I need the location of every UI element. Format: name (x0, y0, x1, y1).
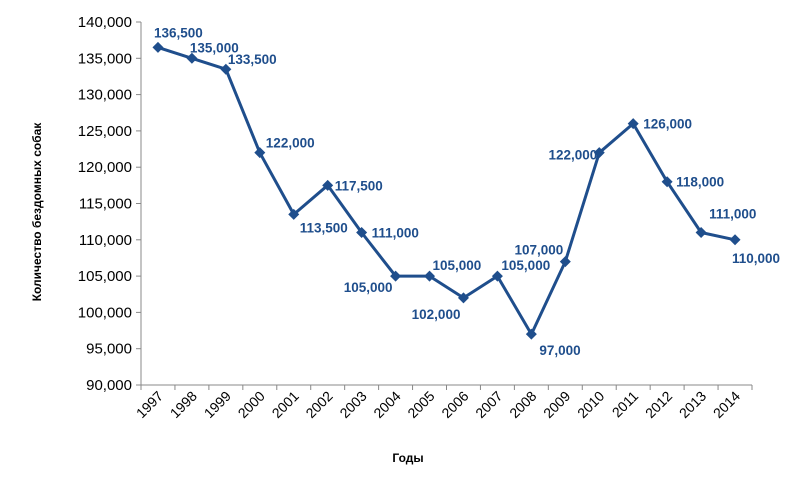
x-tick-label: 2013 (676, 388, 709, 421)
y-tick-label: 135,000 (78, 50, 132, 67)
data-label: 122,000 (548, 148, 597, 163)
data-point-marker (491, 270, 503, 282)
data-point-marker (593, 147, 605, 159)
x-tick-label: 2006 (438, 388, 471, 421)
y-tick-label: 140,000 (78, 14, 132, 31)
data-label: 105,000 (433, 258, 482, 273)
x-tick-label: 2009 (540, 388, 573, 421)
data-label: 97,000 (539, 343, 580, 358)
x-tick-label: 1999 (201, 388, 234, 421)
data-label: 105,000 (344, 280, 393, 295)
data-point-marker (186, 52, 198, 64)
x-tick-label: 2010 (574, 388, 607, 421)
data-point-marker (661, 176, 673, 188)
series-path (157, 45, 736, 336)
x-tick-label: 1997 (133, 388, 166, 421)
data-label: 133,500 (228, 52, 277, 67)
x-tick-label: 2014 (710, 388, 743, 421)
data-point-marker (559, 256, 571, 268)
data-point-marker (220, 63, 232, 75)
data-label: 117,500 (335, 178, 383, 193)
data-label: 135,000 (190, 40, 239, 55)
x-axis-ticks: 1997 1998 1999 2000 2001 2002 2003 2004 2005 2006… (133, 385, 753, 421)
data-point-marker (254, 147, 266, 159)
x-tick-label: 1998 (167, 388, 200, 421)
data-point-marker (322, 179, 334, 191)
x-tick-label: 2008 (506, 388, 539, 421)
y-tick-label: 130,000 (78, 87, 132, 104)
y-axis-label: Количество бездомных собак (30, 122, 44, 302)
y-tick-label: 90,000 (86, 377, 132, 394)
data-label: 105,000 (501, 258, 550, 273)
x-tick-label: 2005 (404, 388, 437, 421)
data-point-marker (525, 328, 537, 340)
series-line (152, 41, 741, 340)
y-axis-ticks: 90,000 95,000 100,000 105,000 110,000 115,000… (78, 14, 141, 394)
data-point-marker (627, 118, 639, 130)
x-tick-label: 2007 (472, 388, 505, 421)
data-point-marker (288, 208, 300, 220)
x-tick-label: 2001 (269, 388, 302, 421)
y-tick-label: 100,000 (78, 304, 132, 321)
y-tick-label: 95,000 (86, 341, 132, 358)
data-label: 118,000 (676, 175, 724, 190)
data-label: 111,000 (709, 207, 756, 222)
data-point-marker (424, 270, 436, 282)
y-tick-label: 125,000 (78, 123, 132, 140)
data-point-marker (356, 227, 368, 239)
data-label: 102,000 (412, 307, 461, 322)
x-tick-label: 2000 (235, 388, 268, 421)
x-tick-label: 2002 (302, 388, 335, 421)
data-label: 122,000 (266, 136, 315, 151)
data-point-marker (695, 227, 707, 239)
x-tick-label: 2012 (642, 388, 675, 421)
x-tick-label: 2011 (609, 388, 642, 421)
axes (140, 22, 752, 386)
data-label: 113,500 (300, 220, 348, 235)
data-label: 111,000 (372, 226, 419, 241)
y-tick-label: 115,000 (79, 196, 132, 213)
x-axis-label: Годы (392, 451, 423, 465)
y-tick-label: 110,000 (79, 232, 132, 249)
data-label: 136,500 (154, 25, 203, 40)
y-tick-label: 120,000 (78, 159, 132, 176)
data-point-marker (457, 292, 469, 304)
x-tick-label: 2003 (336, 388, 369, 421)
data-point-marker (152, 41, 164, 53)
data-label: 126,000 (643, 117, 692, 132)
x-tick-label: 2004 (370, 388, 403, 421)
y-tick-label: 105,000 (78, 268, 132, 285)
data-point-marker (390, 270, 402, 282)
data-point-marker (729, 234, 741, 246)
data-label: 110,000 (732, 251, 780, 266)
data-label: 107,000 (514, 243, 563, 258)
